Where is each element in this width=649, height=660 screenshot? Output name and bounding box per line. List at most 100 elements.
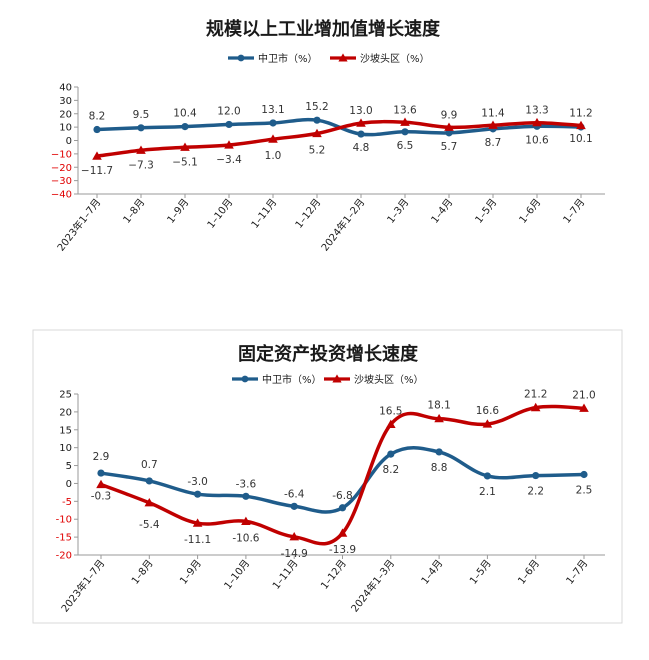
x-tick-label: 1–9月 xyxy=(165,196,192,225)
x-tick-label: 2023年1–7月 xyxy=(54,196,103,254)
x-tick-label: 2024年1–3月 xyxy=(348,557,397,615)
data-label: 8.8 xyxy=(431,462,448,474)
data-label: 9.5 xyxy=(133,109,150,121)
x-tick-label: 1–8月 xyxy=(121,196,148,225)
data-point xyxy=(241,375,249,383)
legend-label: 中卫市（%） xyxy=(258,52,318,65)
x-tick-label: 1–8月 xyxy=(129,557,156,586)
industrial-growth-chart: 规模以上工业增加值增长速度 40 30 20 10 0 −10 −20 −30 −402023年… xyxy=(51,18,605,254)
data-point xyxy=(434,413,444,423)
data-label: 16.5 xyxy=(379,405,402,417)
y-tick-label: 40 xyxy=(59,83,72,94)
data-label: -10.6 xyxy=(232,532,259,544)
data-label: −3.4 xyxy=(216,154,242,166)
series-1: −11.7 −7.3 −5.1 −3.4 1.0 5.2 13.0 13.6 9.9 11.4 13… xyxy=(81,104,593,177)
data-point xyxy=(313,116,321,124)
data-point xyxy=(338,53,348,62)
y-tick-label: 20 xyxy=(59,407,72,418)
data-label: 12.0 xyxy=(217,105,240,117)
data-label: -14.9 xyxy=(281,548,308,560)
data-label: 16.6 xyxy=(476,405,500,417)
x-tick-label: 2023年1–7月 xyxy=(58,557,107,615)
data-point xyxy=(241,516,251,525)
x-tick-label: 2024年1–2月 xyxy=(318,196,367,254)
data-label: -11.1 xyxy=(184,534,211,546)
series-line xyxy=(99,446,586,514)
x-tick-label: 1–11月 xyxy=(249,196,279,230)
legend-label: 沙坡头区（%） xyxy=(354,373,424,386)
y-tick-label: -10 xyxy=(56,515,72,526)
data-label: 10.1 xyxy=(569,133,592,145)
data-label: 8.7 xyxy=(485,137,502,149)
data-label: 13.6 xyxy=(393,104,417,116)
data-point xyxy=(97,469,105,477)
data-point xyxy=(445,129,453,137)
data-label: 1.0 xyxy=(265,150,282,162)
series-1: -0.3 -5.4 -11.1 -10.6 -14.9 -13.9 16.5 18.1 16.6… xyxy=(91,389,596,560)
y-tick-label: 0 xyxy=(66,136,72,147)
y-tick-label: 20 xyxy=(59,109,72,120)
data-point xyxy=(356,118,366,127)
data-label: -3.0 xyxy=(187,476,208,488)
y-tick-label: 10 xyxy=(59,123,72,134)
data-point xyxy=(576,120,586,130)
legend-label: 中卫市（%） xyxy=(262,373,322,386)
data-label: 21.2 xyxy=(524,389,547,401)
data-label: -6.4 xyxy=(284,488,305,500)
data-label: −11.7 xyxy=(81,165,113,177)
x-tick-label: 1–9月 xyxy=(177,557,204,586)
y-tick-label: -20 xyxy=(56,551,72,562)
data-label: -0.3 xyxy=(91,491,112,503)
y-tick-label: 5 xyxy=(66,461,72,472)
y-tick-label: 10 xyxy=(59,443,72,454)
data-point xyxy=(387,450,395,458)
y-tick-label: 15 xyxy=(59,425,72,436)
legend-item: 中卫市（%） xyxy=(232,373,322,386)
data-label: 4.8 xyxy=(353,142,370,154)
data-point xyxy=(237,54,245,62)
x-tick-label: 1–6月 xyxy=(516,557,543,586)
data-point xyxy=(92,151,102,160)
legend-item: 沙坡头区（%） xyxy=(330,52,430,65)
series-line xyxy=(99,404,586,546)
data-point xyxy=(401,128,409,136)
data-point xyxy=(483,472,491,480)
data-point xyxy=(137,124,145,132)
x-tick-label: 1–6月 xyxy=(517,196,544,225)
x-tick-label: 1–4月 xyxy=(429,196,456,225)
data-point xyxy=(194,490,202,498)
x-tick-label: 1–5月 xyxy=(467,557,494,586)
data-label: 2.5 xyxy=(576,485,593,497)
data-label: −5.1 xyxy=(172,156,198,168)
data-label: 11.4 xyxy=(481,107,505,119)
y-tick-label: −10 xyxy=(51,149,72,160)
data-point xyxy=(312,128,322,138)
data-point xyxy=(444,122,454,131)
data-point xyxy=(482,419,493,428)
data-label: 8.2 xyxy=(89,111,106,123)
data-point xyxy=(268,134,278,143)
data-label: -5.4 xyxy=(139,519,160,531)
data-label: 2.2 xyxy=(527,486,544,498)
data-label: 5.7 xyxy=(441,141,458,153)
x-tick-label: 1–4月 xyxy=(419,557,446,586)
data-label: -13.9 xyxy=(329,544,356,556)
legend-item: 中卫市（%） xyxy=(228,52,318,65)
data-label: 2.9 xyxy=(93,451,110,463)
data-point xyxy=(225,120,233,129)
data-label: 13.1 xyxy=(261,104,284,116)
data-point xyxy=(93,125,101,134)
data-label: 21.0 xyxy=(572,389,595,401)
data-point xyxy=(289,531,299,541)
y-tick-label: −40 xyxy=(51,190,72,201)
data-point xyxy=(337,528,348,537)
data-label: 6.5 xyxy=(397,140,414,152)
data-label: 0.7 xyxy=(141,459,158,471)
x-tick-label: 1–3月 xyxy=(385,196,412,225)
data-point xyxy=(386,419,396,429)
data-label: −7.3 xyxy=(128,159,154,171)
x-tick-label: 1–11月 xyxy=(270,557,300,591)
data-point xyxy=(579,403,589,412)
x-tick-label: 1–5月 xyxy=(473,196,500,225)
